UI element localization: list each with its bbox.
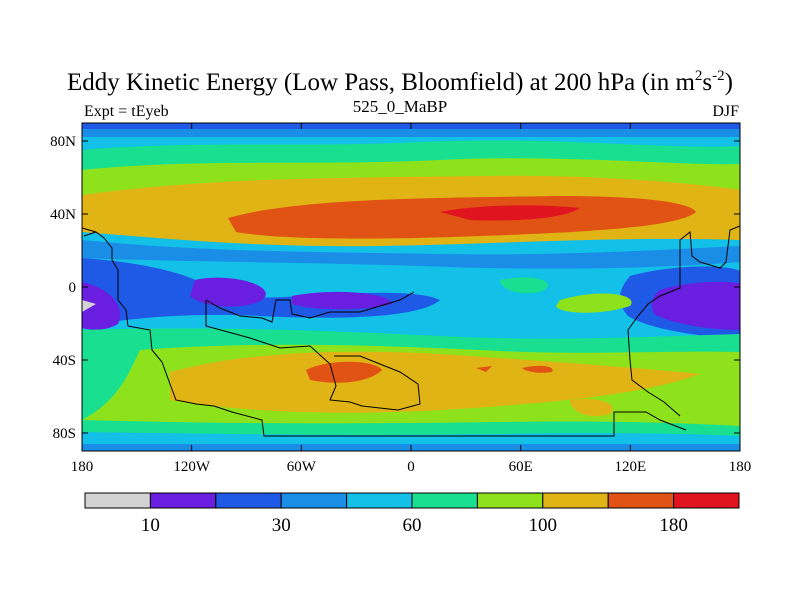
- lon-tick-label: 0: [407, 459, 415, 475]
- longitude-axis: 180 120W 60W 0 60E 120E 180: [71, 123, 752, 475]
- experiment-label: Expt = tEyeb: [84, 103, 169, 120]
- colorbar-label: 10: [141, 515, 160, 536]
- colorbar-swatch: [673, 492, 740, 509]
- lon-tick-label: 60E: [509, 459, 533, 475]
- lon-tick-label: 120E: [614, 459, 646, 475]
- lon-tick-label: 180: [71, 459, 94, 475]
- contour-field: [82, 123, 740, 451]
- lon-tick-label: 120W: [173, 459, 211, 475]
- colorbar-swatch: [84, 492, 151, 509]
- colorbar-swatch: [476, 492, 544, 509]
- lon-tick-label: 180: [729, 459, 752, 475]
- lon-tick-label: 60W: [287, 459, 317, 475]
- colorbar: 10 30 60 100 180: [84, 492, 740, 536]
- latitude-axis: 80N 40N 0 40S 80S: [50, 134, 740, 442]
- season-label: DJF: [712, 103, 739, 120]
- lat-tick-label: 40N: [50, 207, 76, 223]
- coastlines: [82, 225, 740, 437]
- colorbar-label: 60: [403, 515, 422, 536]
- lat-tick-label: 40S: [53, 353, 76, 369]
- chart-title: Eddy Kinetic Energy (Low Pass, Bloomfiel…: [67, 68, 733, 97]
- run-label: 525_0_MaBP: [352, 97, 448, 116]
- lat-tick-label: 80S: [53, 426, 76, 442]
- colorbar-label: 100: [529, 515, 558, 536]
- colorbar-swatch: [215, 492, 282, 509]
- colorbar-swatch: [411, 492, 478, 509]
- lat-tick-label: 80N: [50, 134, 76, 150]
- colorbar-label: 30: [272, 515, 291, 536]
- lat-tick-label: 0: [69, 280, 77, 296]
- colorbar-swatch: [607, 492, 675, 509]
- colorbar-swatch: [542, 492, 609, 509]
- colorbar-label: 180: [659, 515, 688, 536]
- colorbar-swatch: [346, 492, 413, 509]
- colorbar-swatch: [149, 492, 217, 509]
- colorbar-swatch: [280, 492, 348, 509]
